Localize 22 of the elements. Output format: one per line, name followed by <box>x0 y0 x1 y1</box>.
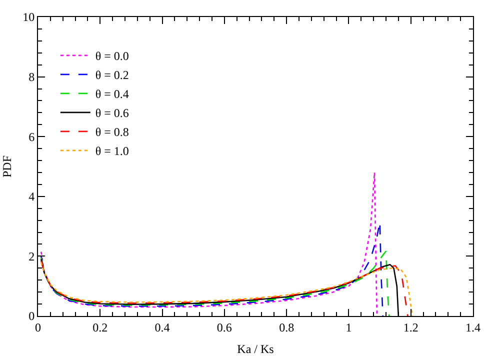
legend-label: θ = 0.2 <box>95 68 129 82</box>
y-tick-label: 8 <box>28 70 35 84</box>
x-tick-label: 0.2 <box>92 320 108 334</box>
y-tick-label: 0 <box>28 309 35 324</box>
x-axis-title: Ka / Ks <box>237 342 274 356</box>
legend-label: θ = 0.8 <box>95 125 129 140</box>
x-tick-label: 0.8 <box>279 320 294 334</box>
y-tick-label: 2 <box>28 249 35 264</box>
legend-label: θ = 0.0 <box>95 49 129 64</box>
y-tick-label: 4 <box>28 190 35 204</box>
y-tick-label: 10 <box>22 10 35 24</box>
x-tick-label: 1 <box>346 320 352 334</box>
line-series <box>40 172 378 316</box>
x-tick-label: 1.2 <box>403 320 418 334</box>
legend-label: θ = 0.6 <box>95 106 129 120</box>
legend-label: θ = 0.4 <box>95 87 129 102</box>
x-tick-label: 1.4 <box>466 320 480 334</box>
legend-label: θ = 1.0 <box>95 144 129 158</box>
y-axis-title: PDF <box>0 155 14 178</box>
y-tick-label: 6 <box>28 130 35 144</box>
x-tick-label: 0.6 <box>216 320 232 334</box>
x-tick-label: 0.4 <box>154 320 170 334</box>
